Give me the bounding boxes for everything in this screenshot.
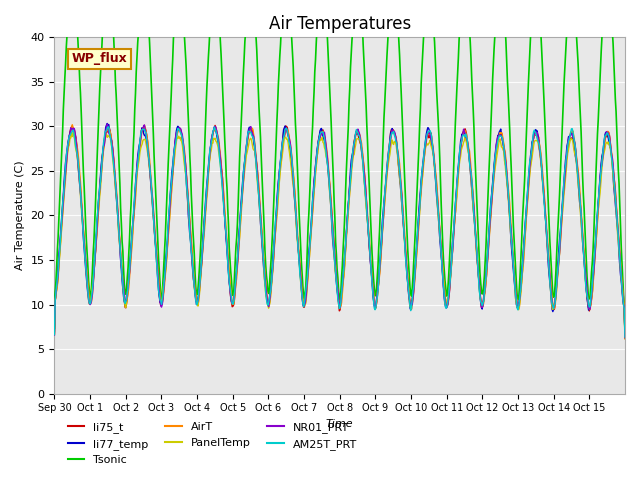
X-axis label: Time: Time — [326, 419, 353, 429]
Y-axis label: Air Temperature (C): Air Temperature (C) — [15, 161, 25, 270]
Title: Air Temperatures: Air Temperatures — [269, 15, 411, 33]
Legend: li75_t, li77_temp, Tsonic, AirT, PanelTemp, NR01_PRT, AM25T_PRT: li75_t, li77_temp, Tsonic, AirT, PanelTe… — [63, 418, 362, 469]
Text: WP_flux: WP_flux — [72, 52, 127, 65]
